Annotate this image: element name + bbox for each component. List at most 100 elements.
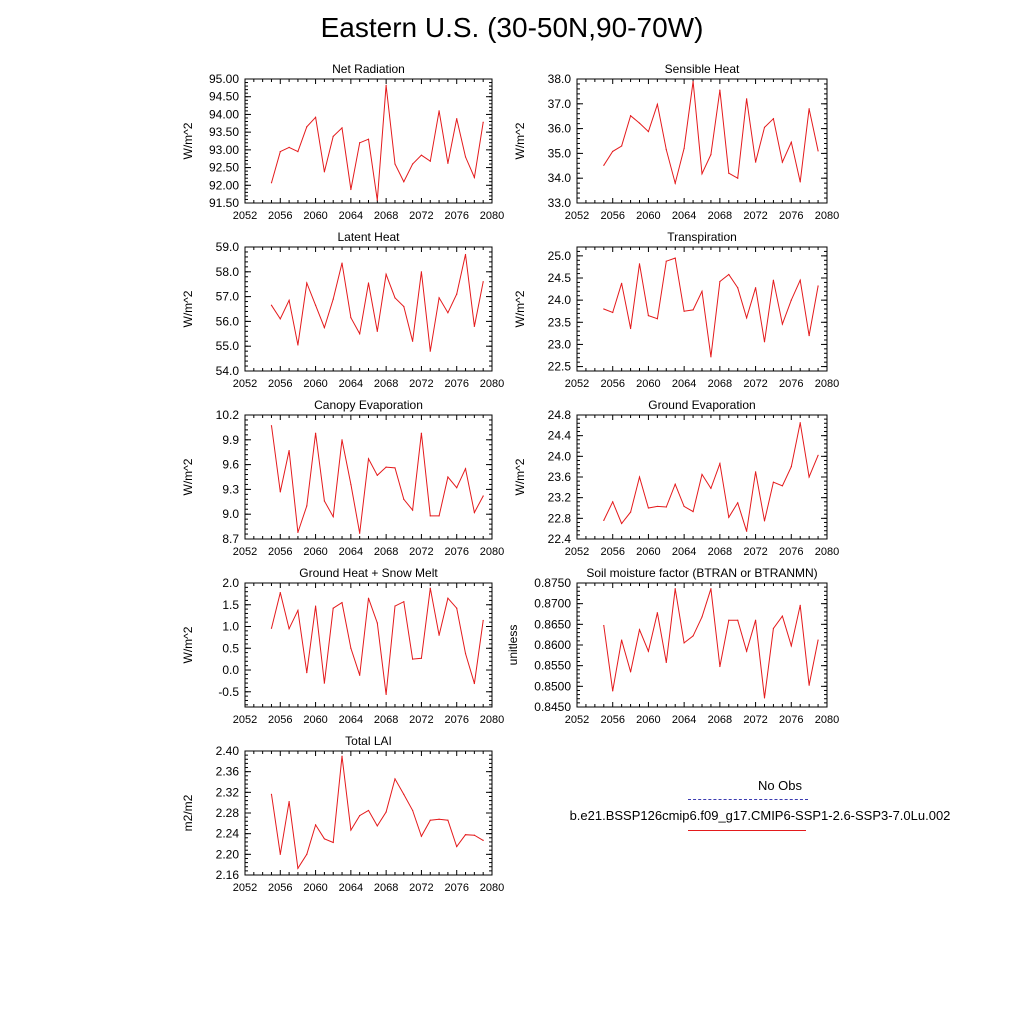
data-point [394, 605, 396, 607]
chart-panel: 2052 2056 2060 2064 2068 2072 2076 2080 33.0 34.0… [513, 62, 839, 222]
data-point [781, 161, 783, 163]
data-point [297, 867, 299, 869]
x-tick-label: 2080 [815, 714, 839, 726]
data-point [781, 615, 783, 617]
chart-panel: 2052 2056 2060 2064 2068 2072 2076 2080 -0.5 0.0 0… [181, 566, 504, 726]
data-point [323, 838, 325, 840]
x-tick-label: 2052 [233, 378, 257, 390]
y-tick-label: 34.0 [548, 171, 572, 185]
x-tick-label: 2080 [480, 210, 504, 222]
data-point [376, 825, 378, 827]
data-point [799, 604, 801, 606]
y-tick-label: 25.0 [548, 249, 572, 263]
y-tick-label: 9.9 [222, 433, 239, 447]
plot-frame [576, 414, 828, 540]
x-tick-label: 2068 [708, 378, 732, 390]
chart-panel: 2052 2056 2060 2064 2068 2072 2076 2080 2.16 2.20… [181, 734, 504, 894]
y-tick-label: 0.8750 [534, 576, 571, 590]
x-tick-label: 2060 [636, 378, 660, 390]
y-tick-label: 0.8700 [534, 597, 571, 611]
data-point [772, 279, 775, 281]
data-point [456, 487, 458, 489]
y-tick-label: 94.50 [209, 90, 239, 104]
data-point [412, 163, 414, 165]
data-point [701, 616, 703, 618]
data-point [683, 505, 685, 508]
x-tick-label: 2068 [708, 210, 732, 222]
data-point [603, 519, 605, 522]
y-tick-label: 24.0 [548, 293, 572, 307]
y-tick-label: 0.0 [222, 663, 239, 677]
series-line [271, 85, 484, 201]
y-tick-label: 1.0 [222, 620, 239, 634]
x-tick-label: 2052 [565, 714, 589, 726]
panel-title: Latent Heat [337, 230, 400, 244]
data-point [674, 483, 676, 485]
x-tick-label: 2076 [444, 546, 468, 558]
data-point [612, 501, 614, 503]
figure-title: Eastern U.S. (30-50N,90-70W) [320, 12, 704, 43]
chart-panel: 2052 2056 2060 2064 2068 2072 2076 2080 91.50 92.… [181, 62, 504, 222]
data-point [772, 118, 775, 120]
x-tick-label: 2068 [708, 546, 732, 558]
y-axis-label: W/m^2 [513, 458, 527, 495]
data-point [710, 588, 712, 590]
data-point [429, 350, 431, 352]
data-point [719, 462, 721, 465]
data-point [438, 515, 440, 517]
data-point [772, 627, 775, 630]
y-tick-label: 23.2 [548, 491, 572, 505]
data-point [482, 495, 484, 497]
data-point [464, 253, 467, 256]
data-point [438, 634, 440, 636]
plot-frame [576, 582, 828, 708]
data-point [270, 627, 273, 629]
x-tick-label: 2052 [233, 210, 257, 222]
data-point [341, 755, 343, 757]
plot-frame [244, 414, 493, 540]
x-tick-label: 2076 [779, 714, 803, 726]
data-point [270, 182, 273, 184]
data-point [647, 130, 650, 133]
data-point [323, 500, 325, 502]
data-point [656, 318, 658, 320]
x-tick-label: 2068 [374, 714, 398, 726]
data-point [683, 147, 685, 150]
data-point [647, 650, 650, 652]
data-point [719, 665, 721, 668]
y-axis-label: W/m^2 [181, 458, 195, 495]
data-point [429, 819, 431, 821]
series-line [271, 425, 484, 534]
data-point [482, 839, 484, 841]
data-point [456, 293, 458, 295]
y-tick-label: 24.5 [548, 271, 572, 285]
data-point [314, 432, 317, 434]
data-point [683, 642, 685, 644]
y-tick-label: 92.00 [209, 178, 239, 192]
x-tick-label: 2080 [815, 378, 839, 390]
data-point [817, 285, 819, 287]
data-point [612, 311, 614, 314]
data-point [719, 280, 721, 283]
data-point [385, 273, 387, 275]
x-tick-label: 2072 [743, 546, 767, 558]
data-point [710, 356, 712, 358]
data-point [612, 690, 614, 692]
data-point [403, 181, 405, 183]
data-point [279, 853, 281, 855]
x-tick-label: 2056 [268, 210, 292, 222]
x-tick-label: 2064 [339, 882, 363, 894]
data-point [808, 108, 810, 110]
data-point [288, 628, 290, 630]
x-tick-label: 2060 [303, 210, 327, 222]
data-point [385, 466, 387, 468]
data-point [728, 273, 730, 276]
y-tick-label: 93.50 [209, 125, 239, 139]
data-point [701, 173, 703, 175]
data-point [781, 485, 783, 487]
data-point [447, 162, 449, 164]
x-tick-label: 2060 [303, 714, 327, 726]
data-point [332, 135, 334, 137]
data-point [403, 793, 405, 796]
